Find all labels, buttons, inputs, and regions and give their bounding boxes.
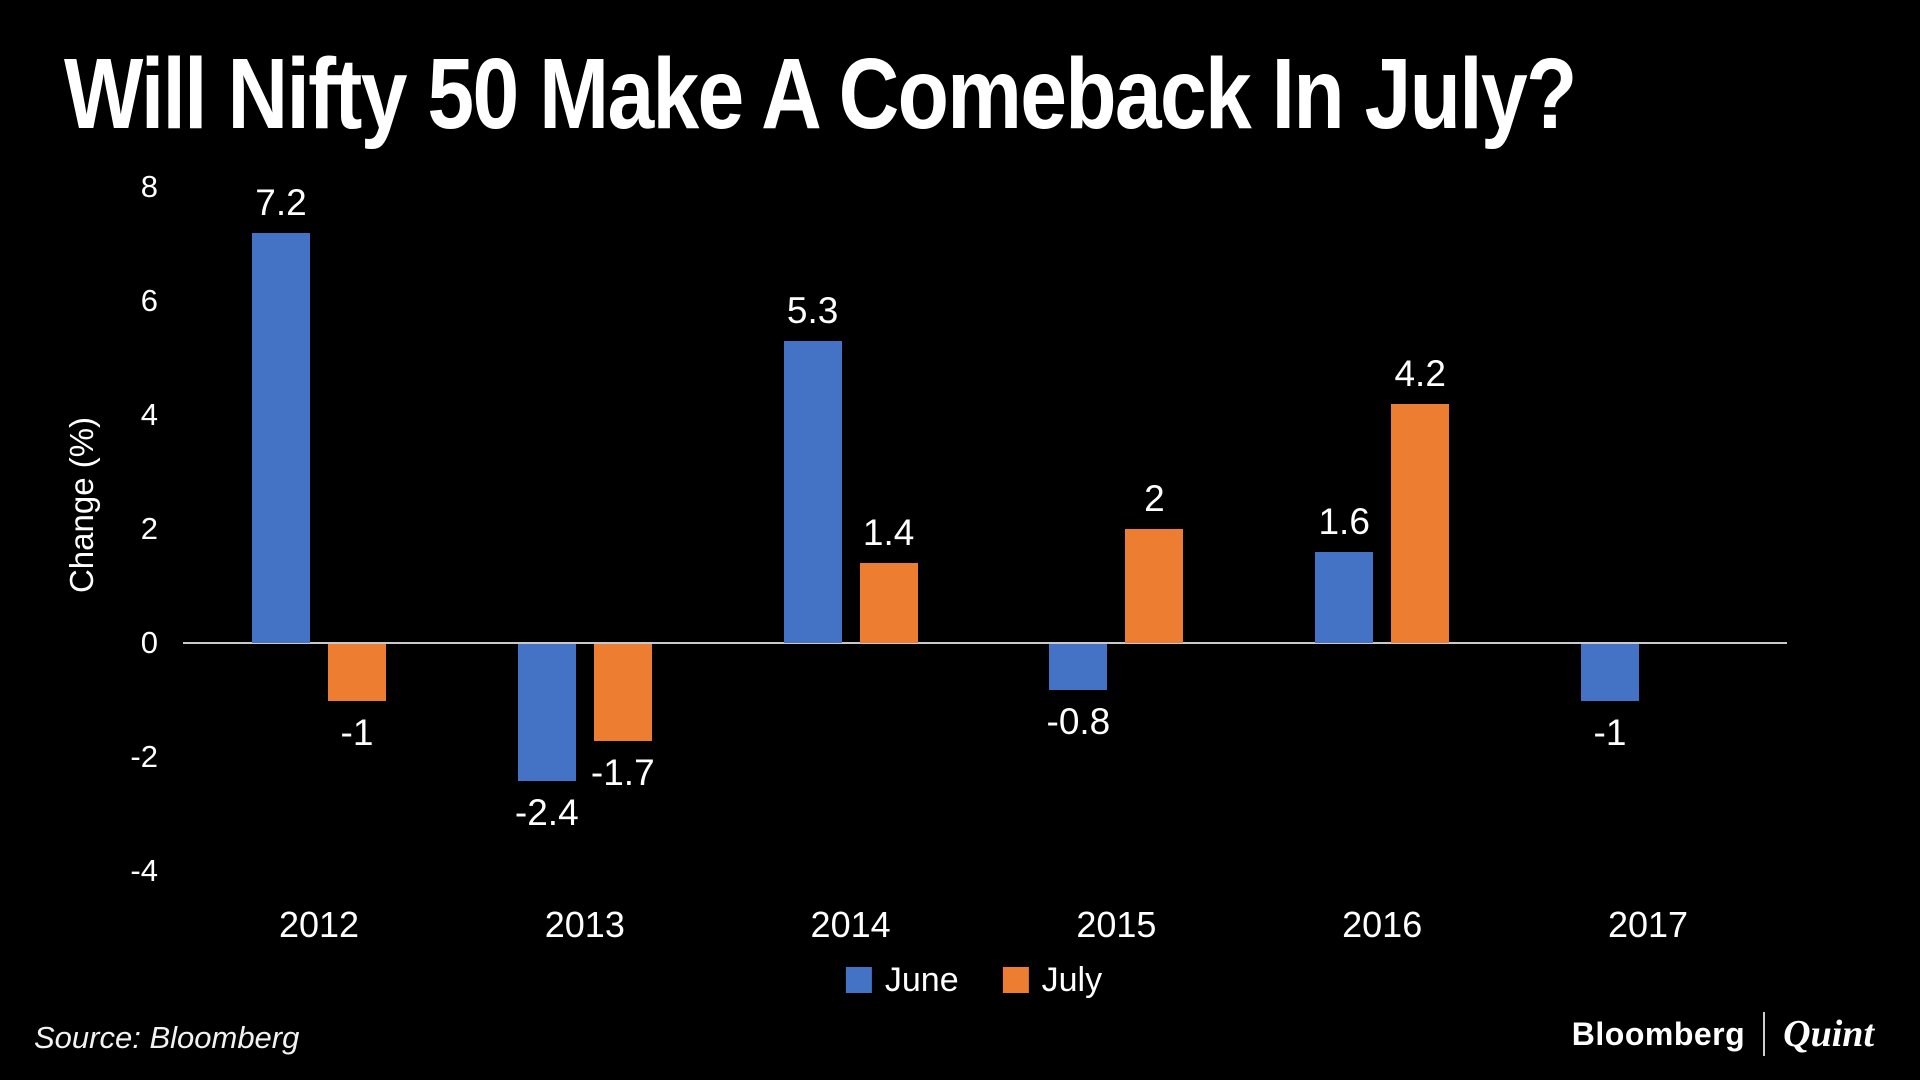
value-label-july-2016: 4.2: [1394, 352, 1446, 394]
value-label-june-2014: 5.3: [786, 289, 839, 331]
legend-label-june: June: [884, 961, 959, 999]
x-axis-zero-line: [183, 642, 1787, 644]
value-label-june-2016: 1.6: [1318, 500, 1370, 542]
legend-swatch-june: [845, 967, 872, 993]
y-tick-label--2: -2: [130, 739, 158, 774]
value-label-july-2012: -1: [340, 712, 374, 753]
value-label-june-2017: -1: [1593, 712, 1627, 753]
legend: June July: [845, 961, 1103, 999]
y-tick-label--4: -4: [130, 853, 158, 888]
x-axis-label-2014: 2014: [810, 904, 891, 945]
bar-july-2016: [1391, 403, 1450, 643]
branding-lockup: Bloomberg Quint: [1572, 1012, 1874, 1056]
bloomberg-logo: Bloomberg: [1571, 1015, 1746, 1052]
value-label-june-2015: -0.8: [1046, 700, 1111, 742]
y-tick-label-4: 4: [140, 397, 158, 432]
brand-separator: [1763, 1012, 1766, 1056]
value-label-june-2013: -2.4: [514, 791, 579, 833]
value-label-july-2014: 1.4: [862, 512, 915, 554]
chart-title: Will Nifty 50 Make A Comeback In July?: [64, 38, 1577, 150]
bar-june-2015: [1049, 644, 1108, 690]
value-label-june-2012: 7.2: [255, 181, 307, 223]
chart-title-wrap: Will Nifty 50 Make A Comeback In July?: [64, 34, 1864, 154]
x-axis-label-2015: 2015: [1076, 904, 1157, 945]
x-axis-label-2016: 2016: [1342, 904, 1423, 945]
source-attribution: Source: Bloomberg: [34, 1020, 300, 1055]
legend-label-july: July: [1041, 961, 1103, 999]
legend-item-june: June: [845, 961, 959, 999]
bar-july-2014: [859, 563, 918, 643]
bar-july-2015: [1125, 529, 1184, 643]
bar-july-2013: [593, 644, 652, 741]
bar-june-2017: [1581, 644, 1639, 701]
bar-june-2012: [252, 232, 310, 643]
value-label-july-2013: -1.7: [590, 751, 655, 793]
y-tick-label-0: 0: [140, 625, 158, 660]
bar-july-2012: [328, 644, 386, 701]
y-axis-title: Change (%): [63, 416, 100, 594]
legend-swatch-july: [1002, 967, 1029, 993]
x-axis-label-2013: 2013: [544, 904, 625, 945]
legend-item-july: July: [1002, 961, 1103, 999]
value-label-july-2015: 2: [1144, 478, 1165, 519]
y-tick-label-6: 6: [140, 283, 158, 318]
y-tick-label-2: 2: [140, 511, 158, 546]
bar-june-2013: [517, 644, 576, 781]
x-axis-label-2017: 2017: [1607, 904, 1689, 945]
y-tick-label-8: 8: [140, 169, 158, 204]
bar-june-2014: [783, 340, 842, 643]
bar-june-2016: [1315, 551, 1374, 643]
quint-logo: Quint: [1783, 1013, 1874, 1055]
x-axis-label-2012: 2012: [278, 904, 360, 945]
